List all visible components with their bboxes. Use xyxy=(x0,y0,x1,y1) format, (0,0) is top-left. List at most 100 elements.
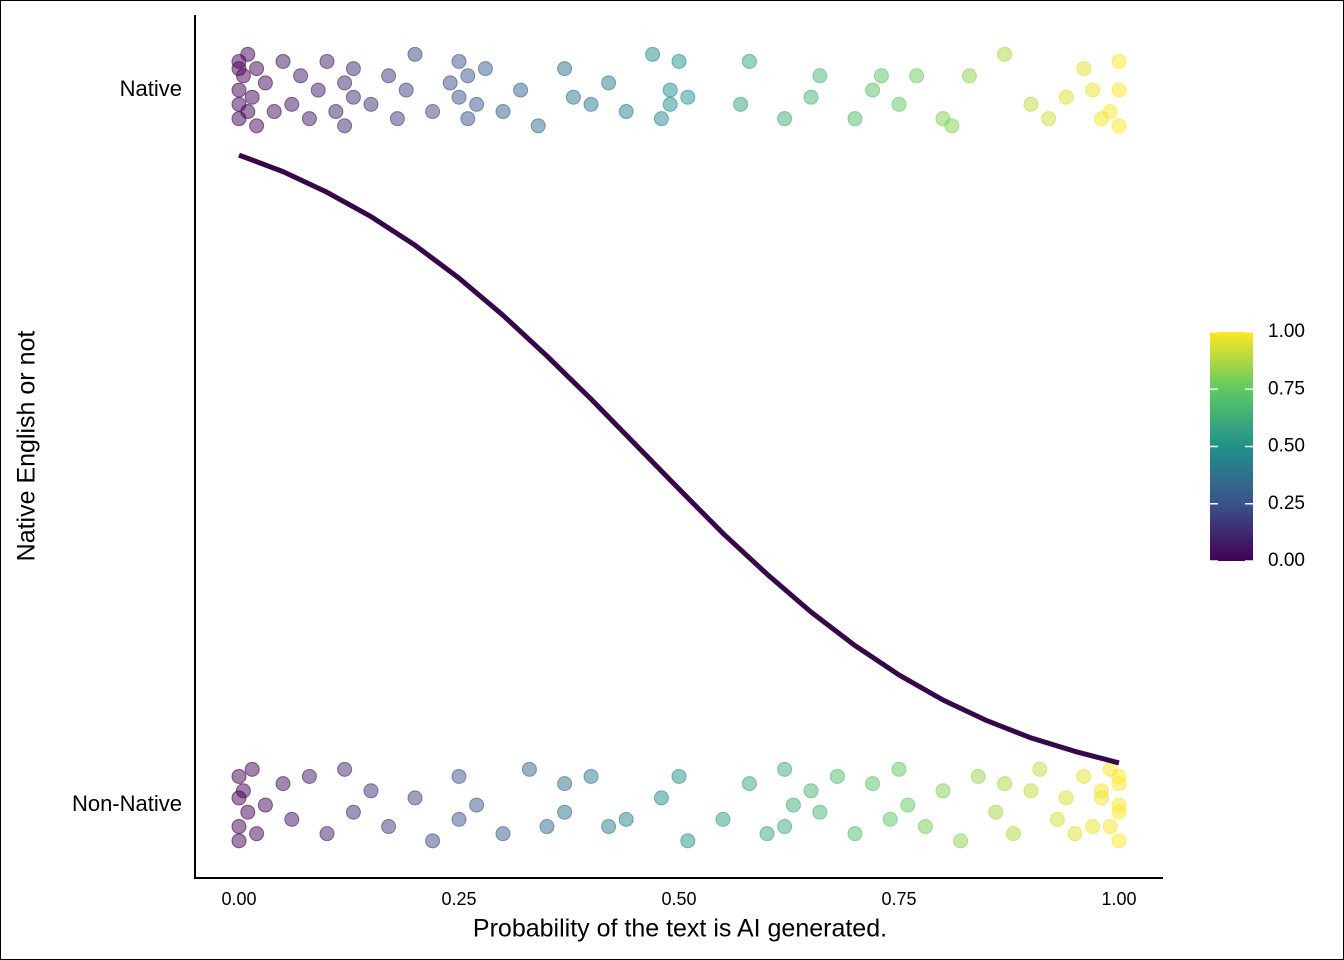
point xyxy=(917,819,933,835)
point xyxy=(671,53,687,69)
point xyxy=(653,790,669,806)
point xyxy=(557,804,573,820)
point xyxy=(425,104,441,120)
point xyxy=(953,833,969,849)
point xyxy=(425,833,441,849)
point xyxy=(284,96,300,112)
point xyxy=(337,118,353,134)
point xyxy=(741,53,757,69)
point xyxy=(891,96,907,112)
point xyxy=(451,53,467,69)
point xyxy=(249,61,265,77)
point xyxy=(477,61,493,77)
point xyxy=(451,768,467,784)
point xyxy=(442,75,458,91)
point xyxy=(715,811,731,827)
point xyxy=(865,776,881,792)
point xyxy=(345,804,361,820)
colorbar-label: 1.00 xyxy=(1268,321,1305,342)
point xyxy=(1102,104,1118,120)
point xyxy=(618,811,634,827)
point xyxy=(451,89,467,105)
fit-curve xyxy=(238,152,1120,766)
point xyxy=(944,118,960,134)
point xyxy=(583,768,599,784)
y-tick-label: Non-Native xyxy=(72,791,182,816)
point xyxy=(1111,118,1127,134)
point xyxy=(935,783,951,799)
point xyxy=(812,804,828,820)
point xyxy=(680,89,696,105)
x-tick-label: 1.00 xyxy=(1101,889,1136,909)
point xyxy=(293,68,309,84)
point xyxy=(777,819,793,835)
point xyxy=(785,797,801,813)
point xyxy=(389,111,405,127)
point xyxy=(961,68,977,84)
point xyxy=(803,89,819,105)
point xyxy=(244,89,260,105)
point xyxy=(319,826,335,842)
point xyxy=(495,826,511,842)
point xyxy=(310,82,326,98)
point xyxy=(873,68,889,84)
point xyxy=(319,53,335,69)
point xyxy=(583,96,599,112)
point xyxy=(240,46,256,62)
point xyxy=(1111,768,1127,784)
point xyxy=(662,96,678,112)
point xyxy=(249,826,265,842)
point xyxy=(1032,761,1048,777)
point xyxy=(891,761,907,777)
point xyxy=(363,96,379,112)
point xyxy=(1111,797,1127,813)
point xyxy=(1023,783,1039,799)
point xyxy=(997,46,1013,62)
point xyxy=(970,768,986,784)
point xyxy=(1076,768,1092,784)
point xyxy=(1085,82,1101,98)
point xyxy=(451,811,467,827)
y-tick-label: Native xyxy=(120,76,182,101)
point xyxy=(680,833,696,849)
point xyxy=(301,111,317,127)
point xyxy=(1111,53,1127,69)
point xyxy=(363,783,379,799)
point xyxy=(803,783,819,799)
point xyxy=(275,776,291,792)
point xyxy=(539,819,555,835)
point xyxy=(337,761,353,777)
colorbar-label: 0.75 xyxy=(1268,378,1305,399)
point xyxy=(1041,111,1057,127)
point xyxy=(777,761,793,777)
point xyxy=(1023,96,1039,112)
point xyxy=(1111,82,1127,98)
point xyxy=(812,68,828,84)
point xyxy=(759,826,775,842)
x-tick-label: 0.75 xyxy=(881,889,916,909)
point xyxy=(257,797,273,813)
point xyxy=(653,111,669,127)
point xyxy=(1049,811,1065,827)
point xyxy=(398,82,414,98)
point xyxy=(557,776,573,792)
colorbar-label: 0.25 xyxy=(1268,493,1305,514)
point xyxy=(231,819,247,835)
point xyxy=(829,768,845,784)
point xyxy=(997,776,1013,792)
point xyxy=(601,75,617,91)
y-axis-title: Native English or not xyxy=(13,331,41,562)
point xyxy=(244,761,260,777)
point xyxy=(328,104,344,120)
point xyxy=(460,111,476,127)
x-tick-label: 0.50 xyxy=(661,889,696,909)
point xyxy=(847,111,863,127)
point xyxy=(1058,89,1074,105)
point xyxy=(741,776,757,792)
point xyxy=(1093,790,1109,806)
point xyxy=(1076,61,1092,77)
point xyxy=(909,68,925,84)
point xyxy=(257,75,273,91)
point xyxy=(733,96,749,112)
